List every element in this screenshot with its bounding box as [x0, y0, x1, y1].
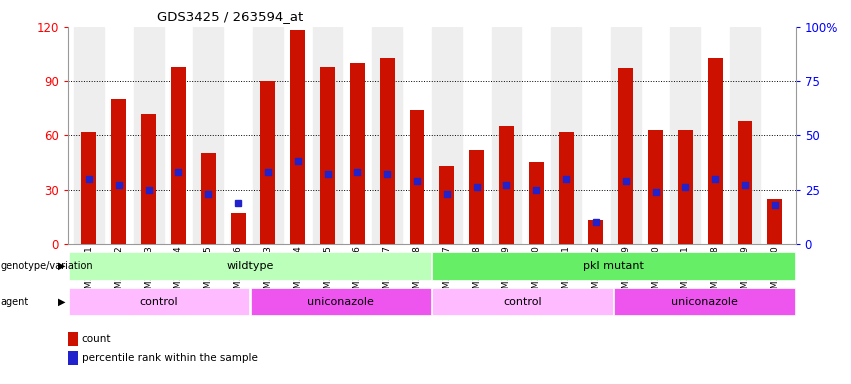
Text: control: control: [504, 296, 542, 307]
Bar: [171, 67, 186, 244]
Text: GDS3425 / 263594_at: GDS3425 / 263594_at: [157, 10, 303, 23]
Bar: [250, 288, 431, 315]
Bar: [290, 30, 306, 244]
Bar: [74, 27, 104, 244]
Bar: [260, 81, 276, 244]
Bar: [558, 132, 574, 244]
Bar: [671, 27, 700, 244]
Bar: [201, 154, 215, 244]
Bar: [439, 166, 454, 244]
Bar: [320, 67, 335, 244]
Bar: [431, 27, 462, 244]
Bar: [111, 99, 126, 244]
Bar: [432, 252, 795, 280]
Bar: [730, 27, 760, 244]
Bar: [648, 130, 663, 244]
Bar: [499, 126, 514, 244]
Bar: [551, 27, 581, 244]
Text: percentile rank within the sample: percentile rank within the sample: [82, 353, 258, 363]
Bar: [768, 199, 782, 244]
Bar: [193, 27, 223, 244]
Bar: [528, 162, 544, 244]
Bar: [69, 288, 249, 315]
Text: control: control: [140, 296, 179, 307]
Bar: [312, 27, 342, 244]
Bar: [432, 288, 614, 315]
Bar: [708, 58, 722, 244]
Bar: [350, 63, 365, 244]
Bar: [134, 27, 163, 244]
Bar: [380, 58, 395, 244]
Bar: [619, 68, 633, 244]
Bar: [611, 27, 641, 244]
Bar: [69, 252, 431, 280]
Bar: [614, 288, 795, 315]
Text: wildtype: wildtype: [226, 261, 274, 271]
Text: count: count: [82, 334, 111, 344]
Text: genotype/variation: genotype/variation: [1, 261, 94, 271]
Text: agent: agent: [1, 296, 29, 307]
Bar: [678, 130, 693, 244]
Bar: [469, 150, 484, 244]
Text: pkl mutant: pkl mutant: [583, 261, 644, 271]
Text: ▶: ▶: [58, 296, 66, 307]
Bar: [253, 27, 283, 244]
Bar: [141, 114, 156, 244]
Bar: [231, 213, 245, 244]
Bar: [372, 27, 402, 244]
Text: uniconazole: uniconazole: [671, 296, 738, 307]
Text: uniconazole: uniconazole: [307, 296, 374, 307]
Bar: [738, 121, 752, 244]
Bar: [588, 220, 603, 244]
Bar: [409, 110, 425, 244]
Bar: [82, 132, 96, 244]
Bar: [492, 27, 522, 244]
Text: ▶: ▶: [58, 261, 66, 271]
